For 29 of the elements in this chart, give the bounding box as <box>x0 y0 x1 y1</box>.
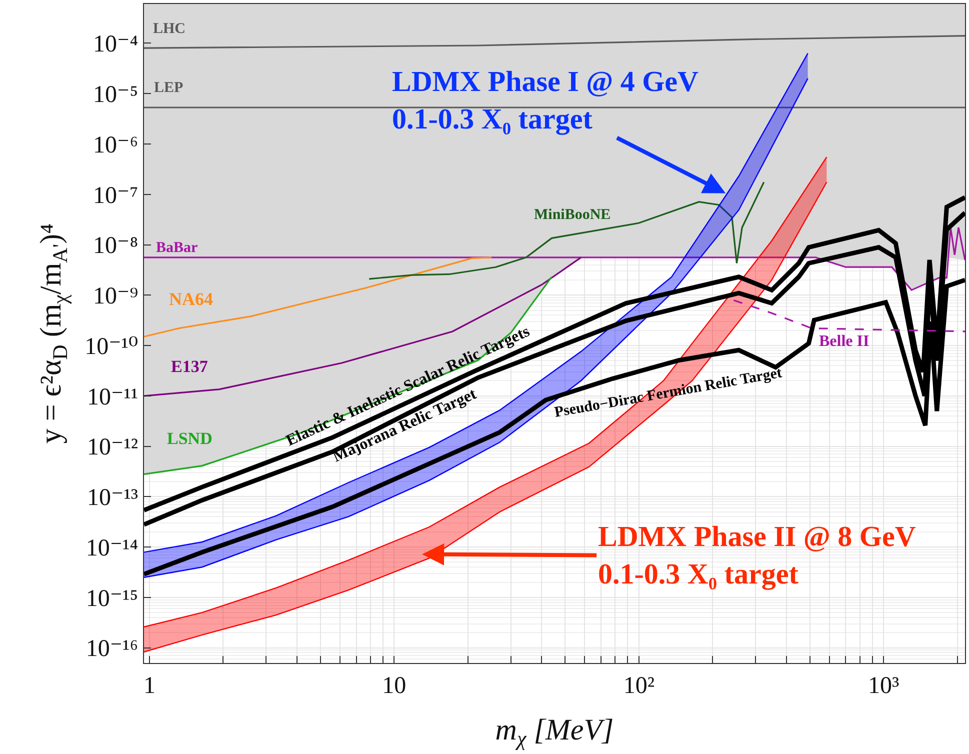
y-tick-label: 10⁻⁷ <box>93 182 138 209</box>
y-tick-label: 10⁻⁹ <box>93 284 138 310</box>
series-label: NA64 <box>169 289 213 309</box>
series-label: Belle II <box>819 333 870 350</box>
series-label: LHC <box>153 21 186 37</box>
series-label: BaBar <box>156 240 198 256</box>
series-label: E137 <box>171 357 208 376</box>
series-label: LEP <box>154 80 184 96</box>
y-tick-label: 10⁻¹⁶ <box>86 636 138 662</box>
y-tick-label: 10⁻¹⁰ <box>84 334 138 360</box>
x-tick-label: 10² <box>623 672 655 699</box>
y-tick-label: 10⁻¹⁴ <box>86 535 138 562</box>
y-tick-label: 10⁻¹² <box>87 434 138 461</box>
y-tick-label: 10⁻¹⁵ <box>86 586 138 612</box>
series-label: MiniBooNE <box>534 207 611 223</box>
y-tick-label: 10⁻⁵ <box>93 82 138 108</box>
x-tick-label: 1 <box>143 672 156 699</box>
x-tick-label: 10³ <box>868 672 900 699</box>
text: Pseudo−Dirac Fermion Relic Target <box>553 365 784 421</box>
y-tick-label: 10⁻¹¹ <box>87 384 138 410</box>
annotation: LDMX Phase II @ 8 GeV 0.1-0.3 X₀ target <box>598 521 916 591</box>
y-tick-label: 10⁻⁶ <box>93 132 138 158</box>
y-tick-label: 10⁻⁴ <box>93 32 138 58</box>
x-axis-title: m$_{χ}$ [MeV] <box>495 713 614 751</box>
annotation: LDMX Phase I @ 4 GeV 0.1-0.3 X₀ target <box>392 66 699 136</box>
y-tick-label: 10⁻⁸ <box>93 233 138 260</box>
y-tick-label: 10⁻¹³ <box>87 485 138 512</box>
x-tick-label: 10 <box>382 672 406 699</box>
series-label: LSND <box>167 429 212 448</box>
